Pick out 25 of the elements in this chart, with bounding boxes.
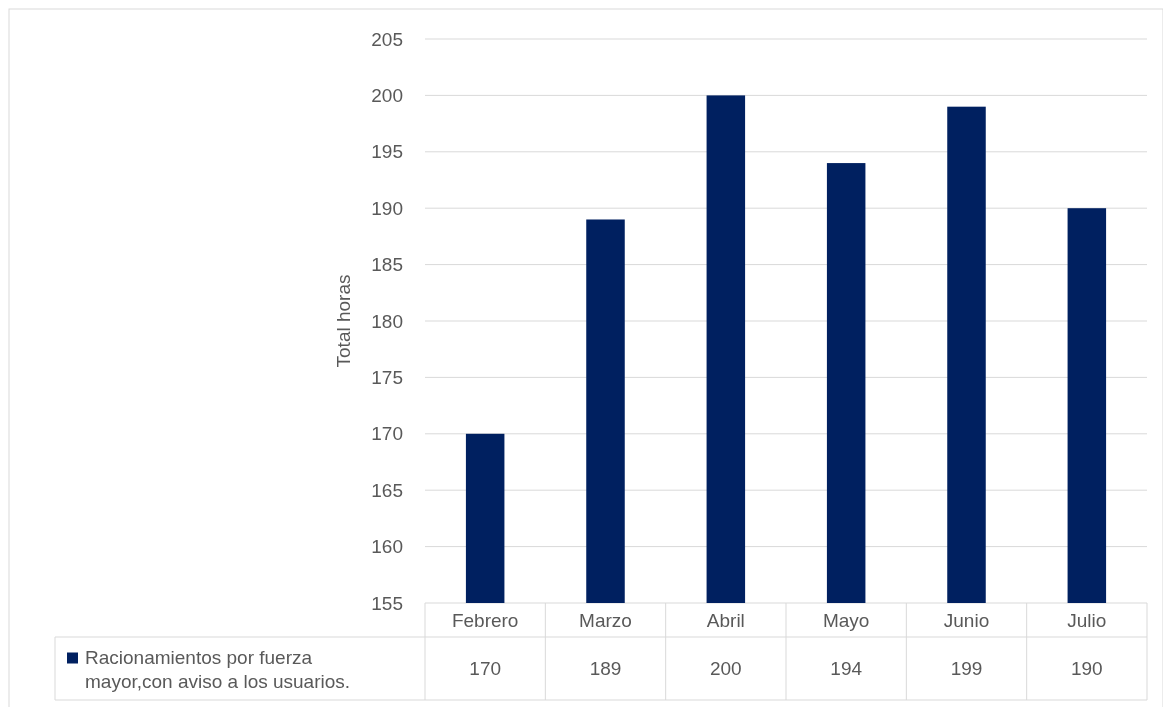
y-tick-label: 160: [371, 536, 403, 558]
y-tick-label: 165: [371, 479, 403, 501]
x-tick-label: Julio: [1067, 609, 1107, 631]
x-tick-label: Abril: [706, 609, 745, 631]
data-label: 190: [1070, 658, 1103, 680]
y-tick-label: 205: [371, 28, 403, 50]
x-tick-label: Marzo: [579, 609, 632, 631]
x-tick-label: Febrero: [451, 609, 519, 631]
y-tick-label: 185: [371, 254, 403, 276]
data-label: 194: [830, 658, 863, 680]
y-tick-label: 200: [371, 85, 403, 107]
data-label: 189: [589, 658, 622, 680]
y-tick-label: 180: [371, 310, 403, 332]
data-label: 200: [709, 658, 742, 680]
y-tick-label: 155: [371, 592, 403, 614]
x-tick-label: Mayo: [822, 609, 870, 631]
data-label: 199: [950, 658, 983, 680]
y-tick-label: 190: [371, 197, 403, 219]
legend-label: Racionamientos por fuerza mayor,con aviso a los usuarios.: [85, 647, 351, 693]
y-tick-label: 170: [371, 423, 403, 445]
x-tick-label: Junio: [943, 609, 990, 631]
data-label: 170: [469, 658, 502, 680]
y-axis-title: Total horas: [333, 274, 354, 368]
y-tick-label: 175: [371, 367, 403, 389]
y-tick-label: 195: [371, 141, 403, 163]
